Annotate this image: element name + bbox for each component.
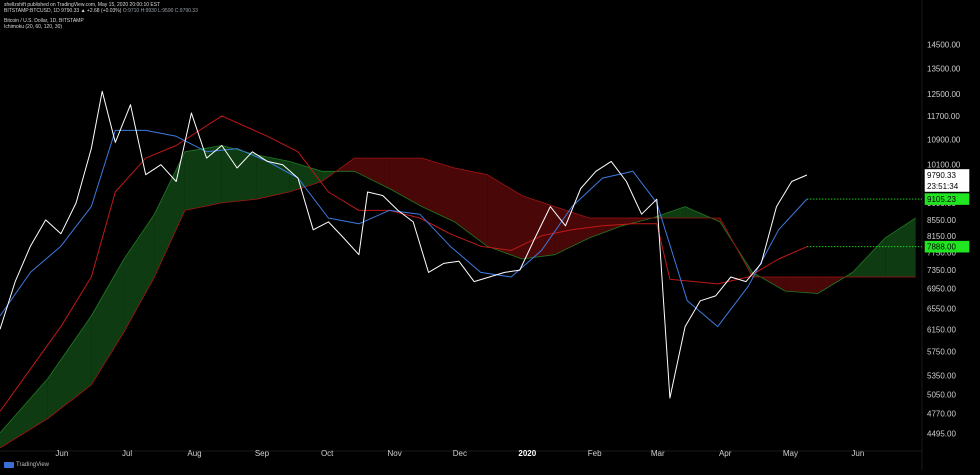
ichimoku-cloud — [0, 145, 916, 448]
x-tick-label: Apr — [719, 449, 732, 458]
series-lines — [0, 90, 916, 449]
tradingview-logo-icon — [4, 462, 14, 468]
cloud-segment — [91, 259, 124, 385]
conversion-tag-text: 9105.23 — [927, 195, 956, 204]
y-tick-label: 7750.00 — [927, 249, 956, 258]
cloud-segment — [354, 158, 390, 189]
x-tick-label: Dec — [453, 449, 467, 458]
time-axis[interactable]: Jun Jul Aug Sep Oct Nov Dec 2020 Feb Mar Apr May Jun — [0, 449, 922, 458]
y-tick-label: 10900.00 — [927, 135, 961, 144]
y-tick-label: 6550.00 — [927, 304, 956, 313]
y-tick-label: 4770.00 — [927, 410, 956, 419]
symbol-info: BITSTAMP:BTCUSD, 1D 9790.33 ▲ +2.68 (+0.… — [4, 8, 122, 14]
base-tag-box — [924, 240, 970, 253]
x-tick-label: May — [783, 449, 798, 458]
x-tick-label: Mar — [651, 449, 665, 458]
x-tick-label: Sep — [255, 449, 270, 458]
x-tick-label: Nov — [387, 449, 401, 458]
y-tick-label: 7350.00 — [927, 266, 956, 275]
x-tick-label: 2020 — [518, 449, 536, 458]
publisher-line: shellzshift published on TradingView.com… — [4, 2, 161, 8]
price-line — [0, 90, 808, 399]
price-axis[interactable]: 4495.00 4770.00 5050.00 5350.00 5750.00 6150.… — [921, 0, 961, 470]
price-tags: 9105.23 7888.00 9790.33 23:51:34 — [806, 169, 970, 253]
symbol-line: BITSTAMP:BTCUSD, 1D 9790.33 ▲ +2.68 (+0.… — [4, 8, 198, 14]
tradingview-logo[interactable]: TradingView — [4, 462, 49, 468]
x-tick-label: Jun — [55, 449, 68, 458]
y-tick-label: 5750.00 — [927, 348, 956, 357]
last-price-tag-text: 9790.33 — [927, 171, 956, 180]
last-price-tag-box — [924, 169, 970, 192]
y-tick-label: 14500.00 — [927, 41, 961, 50]
leading-span-b-line — [0, 157, 916, 449]
x-tick-label: Jun — [851, 449, 864, 458]
x-tick-label: Feb — [588, 449, 602, 458]
cloud-segment — [154, 151, 185, 277]
cloud-segment — [389, 158, 422, 207]
cloud-segment — [0, 378, 48, 448]
chart-title: Bitcoin / U.S. Dollar, 1D, BITSTAMP — [4, 18, 84, 24]
conversion-tag-box — [924, 193, 970, 205]
base-tag-text: 7888.00 — [927, 243, 956, 252]
y-tick-label: 13500.00 — [927, 64, 961, 73]
cloud-segment — [554, 206, 590, 255]
cloud-segment — [47, 316, 92, 419]
cloud-segment — [454, 167, 488, 247]
cloud-segment — [256, 154, 290, 200]
y-tick-label: 10100.00 — [927, 161, 961, 170]
ohlc-values: O:9710 H:9930 L:9590 C:9790.33 — [122, 8, 198, 14]
x-tick-label: Jul — [122, 449, 132, 458]
base-line — [0, 115, 808, 412]
cloud-segment — [487, 174, 522, 260]
conversion-line — [0, 129, 808, 328]
y-tick-label: 5050.00 — [927, 391, 956, 400]
x-tick-label: Aug — [187, 449, 201, 458]
y-tick-label: 5350.00 — [927, 372, 956, 381]
tradingview-logo-text: TradingView — [16, 462, 50, 468]
cloud-segment — [589, 218, 623, 238]
y-tick-label: 6950.00 — [927, 285, 956, 294]
indicator-label[interactable]: Ichimoku (20, 60, 120, 30) — [4, 24, 63, 30]
y-tick-label: 6150.00 — [927, 325, 956, 334]
cloud-segment — [852, 237, 886, 277]
cloud-segment — [123, 214, 155, 332]
y-tick-label: 12500.00 — [927, 90, 961, 99]
cloud-segment — [184, 145, 222, 211]
cloud-segment — [785, 276, 818, 294]
last-price-tag-countdown: 23:51:34 — [927, 182, 959, 191]
y-tick-label: 8550.00 — [927, 216, 956, 225]
x-tick-label: Oct — [321, 449, 334, 458]
cloud-segment — [421, 158, 455, 222]
cloud-segment — [221, 145, 257, 203]
y-tick-label: 8150.00 — [927, 232, 956, 241]
y-tick-label: 11700.00 — [927, 112, 960, 121]
leading-span-a-line — [0, 145, 916, 434]
cloud-segment — [885, 218, 916, 277]
y-tick-label: 4495.00 — [927, 429, 956, 438]
